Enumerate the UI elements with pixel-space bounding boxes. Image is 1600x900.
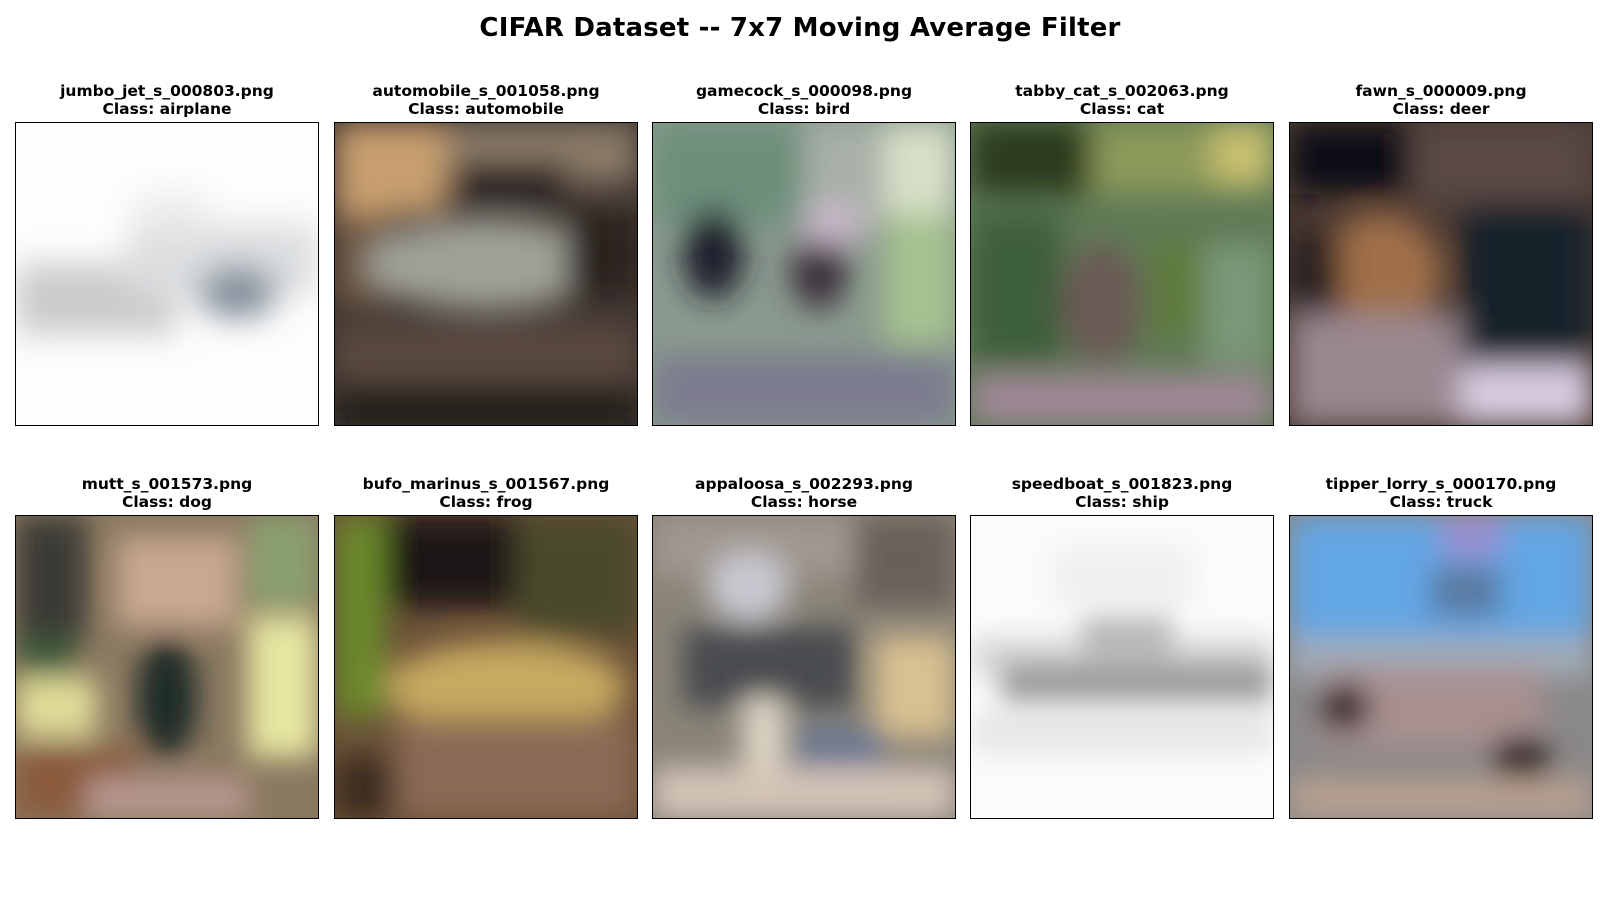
blurred-image-truck (1289, 515, 1593, 819)
panel-filename: speedboat_s_001823.png (1011, 475, 1233, 493)
panel-class-label: Class: cat (1079, 100, 1165, 118)
panel-caption: appaloosa_s_002293.png Class: horse (632, 475, 976, 511)
panel-caption: speedboat_s_001823.png Class: ship (950, 475, 1294, 511)
figure-title: CIFAR Dataset -- 7x7 Moving Average Filt… (479, 13, 1121, 43)
blurred-image-ship (970, 515, 1274, 819)
panel-class-label: Class: automobile (408, 100, 564, 118)
panel-filename: tabby_cat_s_002063.png (1015, 82, 1229, 100)
panel-filename: automobile_s_001058.png (372, 82, 600, 100)
panel-class-label: Class: horse (750, 493, 858, 511)
blurred-image-bird (652, 122, 956, 426)
blurred-image-dog (15, 515, 319, 819)
panel-filename: gamecock_s_000098.png (695, 82, 913, 100)
panel-caption: gamecock_s_000098.png Class: bird (632, 82, 976, 118)
panel-class-label: Class: deer (1392, 100, 1490, 118)
panel-class-label: Class: airplane (102, 100, 232, 118)
panel-filename: jumbo_jet_s_000803.png (60, 82, 274, 100)
panel-class-label: Class: bird (757, 100, 851, 118)
panel-filename: bufo_marinus_s_001567.png (362, 475, 610, 493)
blurred-image-cat (970, 122, 1274, 426)
panel-class-label: Class: dog (121, 493, 213, 511)
blurred-image-deer (1289, 122, 1593, 426)
panel-caption: tipper_lorry_s_000170.png Class: truck (1269, 475, 1600, 511)
panel-class-label: Class: frog (439, 493, 533, 511)
blurred-image-horse (652, 515, 956, 819)
panel-filename: tipper_lorry_s_000170.png (1325, 475, 1557, 493)
panel-class-label: Class: truck (1389, 493, 1493, 511)
panel-caption: tabby_cat_s_002063.png Class: cat (950, 82, 1294, 118)
blurred-image-automobile (334, 122, 638, 426)
blurred-image-airplane (15, 122, 319, 426)
panel-filename: mutt_s_001573.png (81, 475, 253, 493)
panel-caption: jumbo_jet_s_000803.png Class: airplane (0, 82, 339, 118)
panel-caption: fawn_s_000009.png Class: deer (1269, 82, 1600, 118)
panel-filename: appaloosa_s_002293.png (695, 475, 913, 493)
blurred-image-frog (334, 515, 638, 819)
panel-filename: fawn_s_000009.png (1355, 82, 1527, 100)
panel-class-label: Class: ship (1075, 493, 1169, 511)
panel-caption: automobile_s_001058.png Class: automobil… (314, 82, 658, 118)
panel-caption: bufo_marinus_s_001567.png Class: frog (314, 475, 658, 511)
panel-caption: mutt_s_001573.png Class: dog (0, 475, 339, 511)
